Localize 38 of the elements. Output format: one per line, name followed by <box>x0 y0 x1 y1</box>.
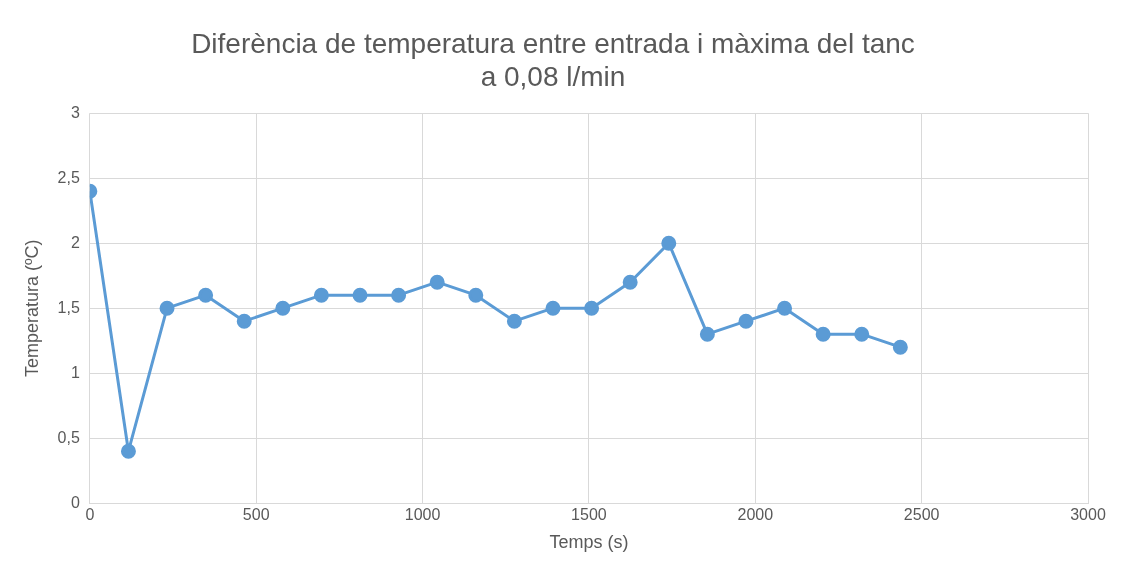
point <box>198 287 214 303</box>
point <box>468 287 484 303</box>
point <box>892 339 908 355</box>
point <box>236 313 252 329</box>
x-tick-label: 1500 <box>571 506 607 524</box>
point <box>120 443 136 459</box>
y-tick-label: 2,5 <box>57 168 80 186</box>
point <box>391 287 407 303</box>
x-tick-label: 2500 <box>903 506 940 524</box>
point <box>159 300 175 316</box>
y-tick-label: 1,5 <box>57 298 80 316</box>
y-tick-label: 2 <box>70 233 80 251</box>
x-tick-label: 500 <box>242 506 270 524</box>
x-tick-label: 2000 <box>737 506 774 524</box>
point <box>584 300 600 316</box>
point <box>661 235 677 251</box>
x-tick-label: 0 <box>85 506 95 524</box>
point <box>313 287 329 303</box>
point <box>777 300 793 316</box>
point <box>815 326 831 342</box>
y-tick-label: 1 <box>70 363 80 381</box>
point <box>545 300 561 316</box>
point <box>352 287 368 303</box>
chart-title: Diferència de temperatura entre entrada i màxima del tanc a 0,08 l/min <box>191 27 915 93</box>
point <box>738 313 754 329</box>
y-axis-title: Temperatura (ºC) <box>21 239 42 378</box>
point <box>699 326 715 342</box>
y-tick-label: 0 <box>70 493 80 511</box>
point <box>854 326 870 342</box>
x-tick-label: 3000 <box>1070 506 1106 524</box>
y-tick-label: 0,5 <box>57 428 80 446</box>
y-tick-label: 3 <box>70 103 80 121</box>
point <box>275 300 291 316</box>
point <box>622 274 638 290</box>
x-tick-label: 1000 <box>404 506 441 524</box>
point <box>506 313 522 329</box>
x-axis-title: Temps (s) <box>549 532 629 553</box>
point <box>429 274 445 290</box>
